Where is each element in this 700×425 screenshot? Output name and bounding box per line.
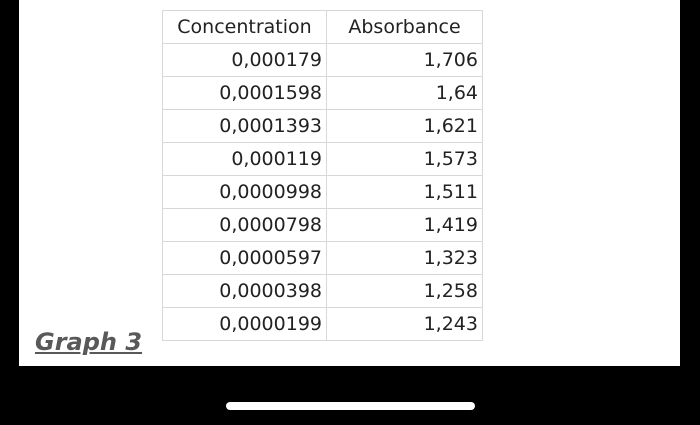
cell-concentration: 0,0001393 (162, 109, 327, 143)
cell-absorbance: 1,64 (326, 76, 483, 110)
graph-label: Graph 3 (35, 328, 143, 356)
table-row: 0,0000398 1,258 (162, 274, 483, 308)
table-row: 0,000179 1,706 (162, 43, 483, 77)
table-row: 0,0001598 1,64 (162, 76, 483, 110)
table-body: 0,000179 1,706 0,0001598 1,64 0,0001393 1,621… (162, 43, 483, 341)
header-concentration: Concentration (162, 10, 327, 44)
cell-concentration: 0,000179 (162, 43, 327, 77)
cell-concentration: 0,000119 (162, 142, 327, 176)
cell-absorbance: 1,419 (326, 208, 483, 242)
table-header-row: Concentration Absorbance (162, 10, 483, 44)
cell-absorbance: 1,258 (326, 274, 483, 308)
cell-concentration: 0,0000998 (162, 175, 327, 209)
table-row: 0,0000998 1,511 (162, 175, 483, 209)
cell-absorbance: 1,511 (326, 175, 483, 209)
table-row: 0,0000199 1,243 (162, 307, 483, 341)
cell-concentration: 0,0000597 (162, 241, 327, 275)
cell-absorbance: 1,573 (326, 142, 483, 176)
table-row: 0,000119 1,573 (162, 142, 483, 176)
cell-absorbance: 1,706 (326, 43, 483, 77)
cell-concentration: 0,0000199 (162, 307, 327, 341)
cell-absorbance: 1,323 (326, 241, 483, 275)
document-page: Concentration Absorbance 0,000179 1,706 0,… (19, 0, 680, 366)
cell-absorbance: 1,243 (326, 307, 483, 341)
cell-absorbance: 1,621 (326, 109, 483, 143)
cell-concentration: 0,0000398 (162, 274, 327, 308)
table-row: 0,0000798 1,419 (162, 208, 483, 242)
header-absorbance: Absorbance (326, 10, 483, 44)
cell-concentration: 0,0000798 (162, 208, 327, 242)
cell-concentration: 0,0001598 (162, 76, 327, 110)
table-row: 0,0000597 1,323 (162, 241, 483, 275)
home-indicator[interactable] (226, 402, 475, 410)
data-table: Concentration Absorbance 0,000179 1,706 0,… (162, 10, 483, 341)
table-row: 0,0001393 1,621 (162, 109, 483, 143)
